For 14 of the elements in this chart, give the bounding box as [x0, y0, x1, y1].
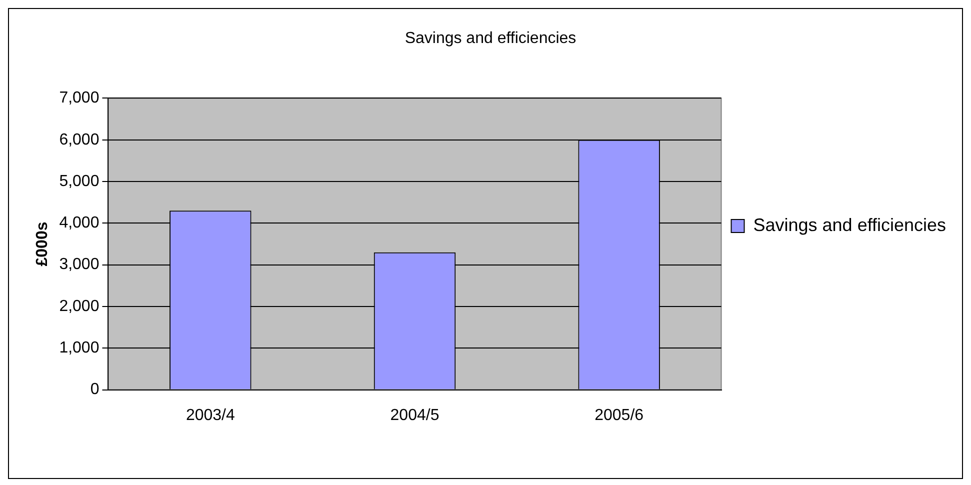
y-tick-label: 1,000: [59, 340, 100, 357]
y-tick-label: 3,000: [59, 256, 100, 274]
y-tick-label: 6,000: [59, 131, 100, 148]
y-tick-label: 2,000: [59, 298, 100, 315]
y-axis-title: £000s: [34, 222, 52, 266]
x-tick-label: 2005/6: [594, 406, 644, 424]
y-tick-label: 4,000: [59, 214, 100, 232]
legend-label: Savings and efficiencies: [753, 214, 946, 235]
x-tick-label: 2003/4: [186, 406, 235, 424]
x-tick-label: 2004/5: [390, 406, 440, 424]
y-tick-label: 7,000: [59, 90, 100, 107]
y-tick-label: 5,000: [59, 172, 100, 190]
y-tick-label: 0: [90, 381, 100, 398]
chart-title: Savings and efficiencies: [404, 30, 576, 48]
